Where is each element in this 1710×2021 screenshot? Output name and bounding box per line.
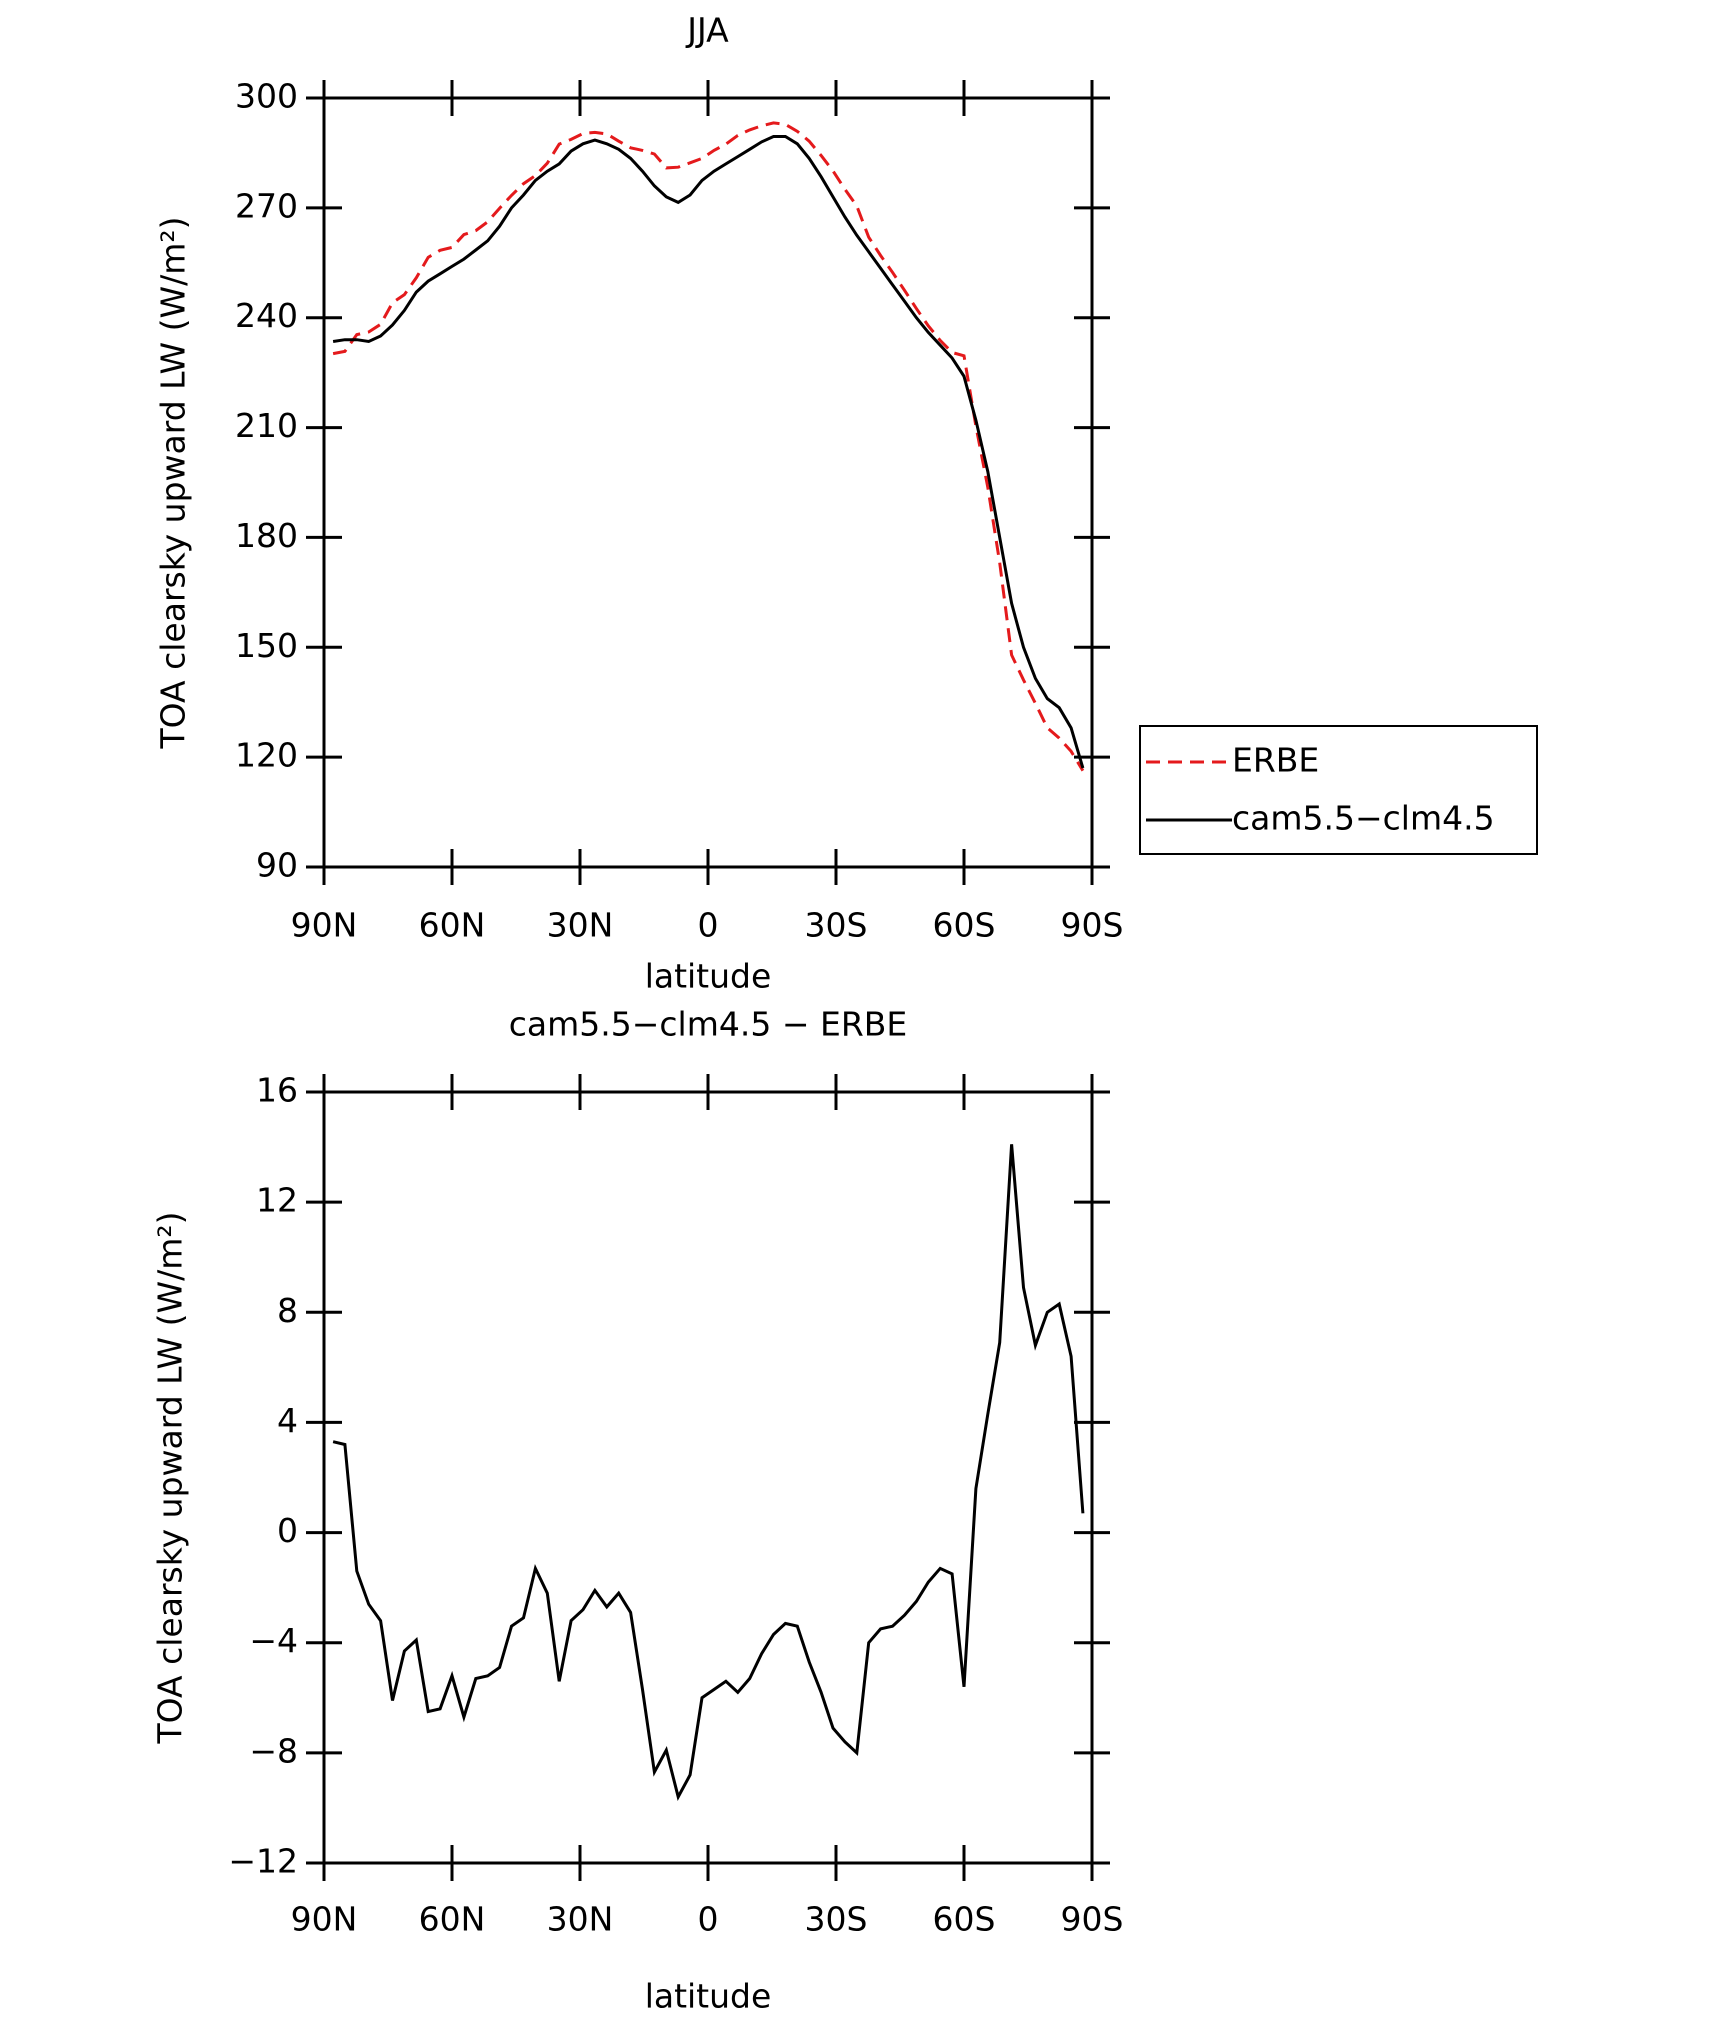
y-tick-label: 4 [277, 1401, 298, 1440]
x-tick-label: 60S [933, 1900, 996, 1939]
y-tick-label: 16 [256, 1071, 298, 1110]
x-tick-label: 90S [1061, 906, 1124, 945]
chart-title: cam5.5−clm4.5 − ERBE [509, 1005, 907, 1044]
x-axis-label: latitude [645, 957, 772, 996]
legend-label: ERBE [1232, 741, 1319, 780]
legend-box [1139, 725, 1538, 855]
x-tick-label: 60N [419, 1900, 486, 1939]
x-tick-label: 90N [291, 1900, 358, 1939]
y-tick-label: 300 [235, 77, 298, 116]
x-tick-label: 30N [547, 1900, 614, 1939]
y-tick-label: 0 [277, 1511, 298, 1550]
x-tick-label: 90N [291, 906, 358, 945]
x-tick-label: 30N [547, 906, 614, 945]
x-axis-label: latitude [645, 1977, 772, 2016]
x-tick-label: 0 [698, 1900, 719, 1939]
legend-label: cam5.5−clm4.5 [1232, 799, 1495, 838]
y-tick-label: 150 [235, 626, 298, 665]
series-line [332, 121, 1085, 772]
x-tick-label: 0 [698, 906, 719, 945]
chart-title: JJA [685, 11, 729, 50]
plot-frame [322, 96, 1094, 869]
series-line [332, 135, 1085, 769]
x-tick-label: 30S [805, 906, 868, 945]
y-tick-label: 90 [256, 846, 298, 885]
series-line [332, 1144, 1085, 1801]
y-tick-label: −4 [249, 1621, 298, 1660]
y-tick-label: 12 [256, 1181, 298, 1220]
y-tick-label: 240 [235, 296, 298, 335]
x-tick-label: 60N [419, 906, 486, 945]
y-tick-label: 8 [277, 1291, 298, 1330]
x-tick-label: 30S [805, 1900, 868, 1939]
y-tick-label: 210 [235, 406, 298, 445]
y-axis-label: TOA clearsky upward LW (W/m²) [151, 1211, 190, 1744]
y-tick-label: 120 [235, 736, 298, 775]
y-tick-label: −12 [228, 1842, 298, 1881]
x-tick-label: 60S [933, 906, 996, 945]
y-tick-label: 270 [235, 186, 298, 225]
y-tick-label: 180 [235, 516, 298, 555]
x-tick-label: 90S [1061, 1900, 1124, 1939]
y-tick-label: −8 [249, 1731, 298, 1770]
y-axis-label: TOA clearsky upward LW (W/m²) [154, 216, 193, 749]
plot-frame [322, 1090, 1094, 1865]
